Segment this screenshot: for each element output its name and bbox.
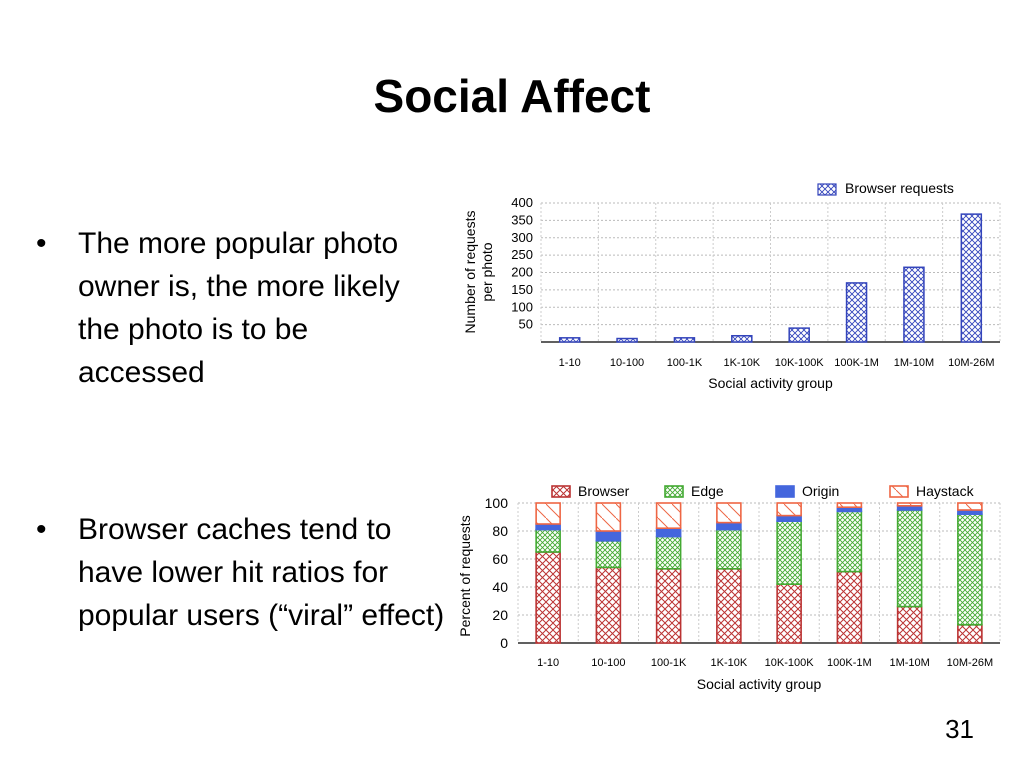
legend-label: Edge: [691, 483, 724, 499]
bullet-item: • The more popular photo owner is, the m…: [36, 222, 416, 394]
bar-1m-10m: [903, 266, 925, 343]
bar-segment-origin-100-1k: [655, 527, 682, 538]
bar-segment-edge-10k-100k: [776, 520, 802, 586]
y-tick-label: 60: [492, 551, 508, 567]
y-tick-label: 80: [492, 523, 508, 539]
x-tick-label: 1-10: [537, 657, 559, 669]
bullet-text: The more popular photo owner is, the mor…: [78, 227, 400, 389]
bar-segment-haystack-1-10: [535, 502, 561, 525]
bar-segment-edge-1m-10m: [896, 509, 923, 608]
y-tick-label: 40: [492, 579, 508, 595]
bar-segment-browser-100-1k: [655, 567, 682, 644]
y-tick-label: 200: [511, 265, 533, 280]
bar-10m-26m: [960, 213, 983, 343]
legend-label: Browser: [578, 483, 630, 499]
bar-segment-origin-10k-100k: [776, 514, 802, 522]
legend-swatch-edge: [664, 485, 684, 498]
bar-100-1k: [673, 337, 696, 343]
y-tick-label: 100: [511, 299, 533, 314]
browser-requests-chart: 50 100 150 200 250 300 350 400 1-10 10-100 100-1K 1…: [462, 180, 1001, 391]
bullet-item: • Browser caches tend to have lower hit …: [36, 508, 456, 637]
x-tick-label: 10K-100K: [775, 357, 825, 369]
bar-segment-origin-1k-10k: [716, 521, 742, 531]
y-tick-label: 350: [511, 212, 533, 227]
legend-swatch: [817, 183, 837, 196]
y-tick-label: 50: [519, 317, 533, 332]
bar-1-10: [558, 337, 581, 343]
bar-segment-edge-10m-26m: [957, 513, 983, 626]
y-axis-label: Number of requestsper photo: [462, 211, 495, 334]
bar-segment-edge-100k-1m: [836, 510, 863, 573]
slide-number: 31: [945, 714, 974, 744]
x-tick-label: 1M-10M: [889, 657, 929, 669]
bar-segment-haystack-10-100: [595, 502, 622, 532]
x-tick-label: 100K-1M: [834, 357, 879, 369]
bar-segment-browser-1-10: [535, 551, 561, 644]
y-tick-label: 400: [511, 195, 533, 210]
bar-segment-browser-100k-1m: [836, 570, 863, 644]
bar-segment-origin-1-10: [535, 523, 561, 531]
y-tick-label: 20: [492, 607, 508, 623]
x-tick-label: 100K-1M: [827, 657, 872, 669]
cache-layer-percent-chart: 0 20 40 60 80 100 1-10 10-100 100-1K 1K-10K 10K-10…: [457, 483, 1001, 692]
bar-1k-10k: [731, 334, 753, 343]
x-tick-label: 10M-26M: [948, 357, 994, 369]
x-tick-label: 10-100: [591, 657, 625, 669]
bar-10-100: [616, 337, 638, 343]
x-tick-label: 1K-10K: [711, 657, 748, 669]
bar-100k-1m: [845, 282, 868, 343]
bullet-dot-icon: •: [36, 513, 47, 546]
y-axis-label: Percent of requests: [457, 515, 473, 636]
legend-swatch-origin: [775, 485, 795, 498]
x-tick-label: 10-100: [610, 357, 644, 369]
bar-segment-browser-1m-10m: [896, 605, 923, 644]
x-tick-label: 1-10: [559, 357, 581, 369]
y-tick-label: 150: [511, 282, 533, 297]
bar-segment-edge-100-1k: [655, 535, 682, 570]
x-tick-label: 10K-100K: [765, 657, 815, 669]
bullet-dot-icon: •: [36, 227, 47, 260]
bar-segment-origin-10-100: [595, 530, 622, 542]
legend-label: Haystack: [916, 483, 975, 499]
y-tick-label: 250: [511, 247, 533, 262]
x-tick-label: 100-1K: [651, 657, 687, 669]
slide-title: Social Affect: [373, 70, 651, 122]
x-tick-label: 10M-26M: [947, 657, 993, 669]
bar-segment-browser-10k-100k: [776, 583, 802, 644]
bar-segment-browser-10-100: [595, 566, 622, 644]
legend-swatch-haystack: [889, 485, 909, 498]
bar-segment-edge-1k-10k: [716, 528, 742, 570]
legend-label: Browser requests: [845, 180, 954, 196]
legend-swatch-browser: [551, 485, 571, 498]
y-tick-label: 300: [511, 230, 533, 245]
x-tick-label: 1M-10M: [894, 357, 934, 369]
bar-segment-haystack-100-1k: [655, 502, 682, 530]
bar-segment-browser-1k-10k: [716, 567, 742, 644]
y-tick-label: 0: [500, 635, 508, 651]
bullet-text: Browser caches tend to have lower hit ra…: [78, 513, 445, 632]
bar-segment-edge-10-100: [595, 539, 622, 569]
bar-segment-haystack-100k-1m: [836, 502, 863, 508]
bar-segment-edge-1-10: [535, 528, 561, 553]
x-axis-label: Social activity group: [697, 676, 822, 692]
legend-label: Origin: [802, 483, 839, 499]
x-tick-label: 1K-10K: [723, 357, 760, 369]
bar-10k-100k: [788, 327, 810, 343]
x-tick-label: 100-1K: [667, 357, 703, 369]
bar-segment-haystack-1k-10k: [716, 502, 742, 524]
bar-segment-haystack-1m-10m: [896, 502, 923, 507]
y-tick-label: 100: [485, 495, 509, 511]
x-axis-label: Social activity group: [708, 375, 833, 391]
bar-segment-haystack-10m-26m: [957, 502, 983, 511]
bar-segment-browser-10m-26m: [957, 623, 983, 644]
bar-segment-haystack-10k-100k: [776, 502, 802, 517]
